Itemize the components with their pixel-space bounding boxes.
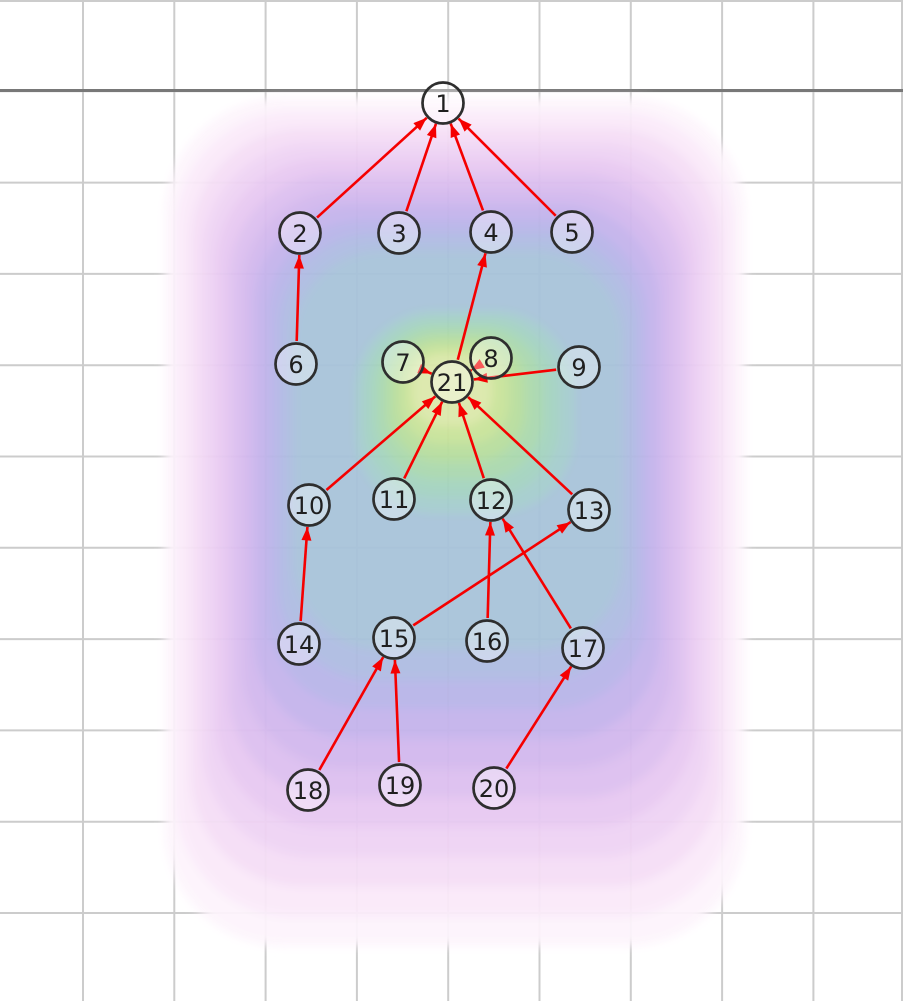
graph-node-3: 3 (377, 211, 421, 255)
graph-node-2: 2 (278, 211, 322, 255)
edge-arrow-20-17 (505, 665, 573, 770)
graph-node-21: 21 (430, 360, 474, 404)
node-circle-6 (274, 342, 318, 386)
edge-arrow-18-15 (318, 656, 385, 771)
node-circle-11 (372, 477, 416, 521)
edge-arrow-19-15 (390, 659, 401, 763)
node-label-1: 1 (435, 90, 450, 118)
node-circle-12 (469, 478, 513, 522)
edge-arrow-17-12 (501, 517, 572, 630)
graph-node-18: 18 (286, 768, 330, 812)
node-circle-7 (381, 340, 425, 384)
node-label-2: 2 (292, 220, 307, 248)
edge-arrow-15-13 (412, 520, 572, 627)
node-label-9: 9 (571, 354, 586, 382)
node-label-16: 16 (472, 628, 503, 656)
node-circle-16 (465, 619, 509, 663)
edge-arrow-10-21 (325, 395, 437, 491)
node-circle-15 (372, 616, 416, 660)
node-label-4: 4 (483, 219, 498, 247)
graph-node-14: 14 (277, 622, 321, 666)
graph-node-19: 19 (378, 763, 422, 807)
graph-node-10: 10 (287, 483, 331, 527)
node-circle-19 (378, 763, 422, 807)
edge-arrow-16-12 (484, 521, 495, 619)
edge-arrow-5-1 (457, 117, 557, 217)
node-circle-10 (287, 483, 331, 527)
edge-arrow-12-21 (457, 402, 486, 479)
node-circle-2 (278, 211, 322, 255)
graph-node-9: 9 (557, 345, 601, 389)
edge-arrow-14-10 (299, 526, 312, 622)
node-label-15: 15 (379, 625, 410, 653)
node-label-17: 17 (568, 635, 599, 663)
node-label-6: 6 (288, 351, 303, 379)
node-circle-9 (557, 345, 601, 389)
node-label-13: 13 (574, 497, 605, 525)
node-circle-8 (469, 336, 513, 380)
edge-arrow-13-21 (467, 396, 574, 496)
node-label-20: 20 (479, 775, 510, 803)
density-layer (165, 98, 745, 946)
node-circle-17 (561, 626, 605, 670)
graph-node-13: 13 (567, 488, 611, 532)
graph-node-11: 11 (372, 477, 416, 521)
graph-node-4: 4 (469, 210, 513, 254)
node-circle-13 (567, 488, 611, 532)
graph-node-8: 8 (469, 336, 513, 380)
node-label-3: 3 (391, 220, 406, 248)
graph-node-5: 5 (550, 210, 594, 254)
edge-arrow-3-1 (405, 123, 438, 212)
graph-node-6: 6 (274, 342, 318, 386)
node-circle-14 (277, 622, 321, 666)
edge-arrow-6-2 (293, 254, 304, 342)
edge-arrow-7-21 (417, 363, 433, 375)
node-circle-5 (550, 210, 594, 254)
node-label-19: 19 (385, 772, 416, 800)
graph-node-16: 16 (465, 619, 509, 663)
node-circle-1 (421, 81, 465, 125)
edge-arrow-21-4 (456, 252, 487, 361)
node-label-5: 5 (564, 219, 579, 247)
node-label-8: 8 (483, 345, 498, 373)
graph-node-7: 7 (381, 340, 425, 384)
graph-node-15: 15 (372, 616, 416, 660)
node-circle-20 (472, 766, 516, 810)
edges-layer (293, 116, 574, 771)
graph-node-12: 12 (469, 478, 513, 522)
node-circle-21 (430, 360, 474, 404)
node-circle-18 (286, 768, 330, 812)
graph-node-17: 17 (561, 626, 605, 670)
edge-arrow-2-1 (316, 116, 428, 219)
edge-arrow-11-21 (403, 401, 444, 479)
node-label-21: 21 (437, 369, 468, 397)
edge-arrow-4-1 (449, 123, 485, 211)
node-label-10: 10 (294, 492, 325, 520)
node-label-11: 11 (379, 486, 410, 514)
node-label-7: 7 (395, 349, 410, 377)
node-label-14: 14 (284, 631, 315, 659)
node-label-12: 12 (476, 487, 507, 515)
node-circle-4 (469, 210, 513, 254)
graph-node-1: 1 (421, 81, 465, 125)
node-label-18: 18 (293, 777, 324, 805)
graph-node-20: 20 (472, 766, 516, 810)
node-circle-3 (377, 211, 421, 255)
